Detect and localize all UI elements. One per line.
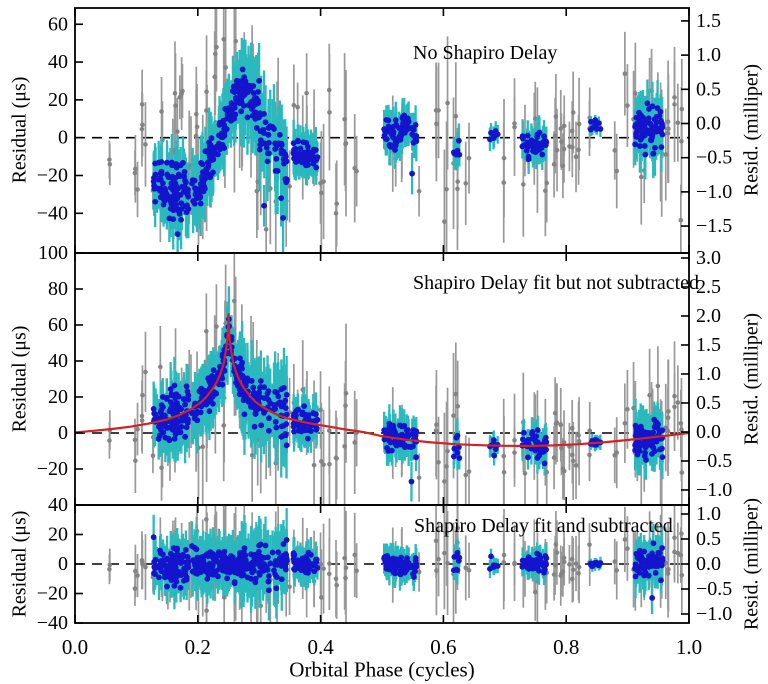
left-tick-label: −40 bbox=[37, 202, 68, 224]
right-tick-label: 1.0 bbox=[696, 44, 721, 66]
blue-points bbox=[150, 66, 666, 238]
x-tick-label: 0.8 bbox=[553, 635, 579, 659]
right-tick-label: −1.5 bbox=[696, 215, 732, 237]
y-axis-label-left-top: Residual (μs) bbox=[8, 76, 31, 184]
x-axis-label: Orbital Phase (cycles) bbox=[289, 657, 475, 682]
x-tick-label: 1.0 bbox=[676, 635, 702, 659]
cyan-error-bars bbox=[152, 37, 664, 253]
right-tick-label: −1.0 bbox=[696, 479, 732, 501]
right-tick-label: 0.0 bbox=[696, 421, 721, 443]
annotation-shapiro-fit-subtracted: Shapiro Delay fit and subtracted bbox=[414, 515, 673, 537]
left-tick-label: 40 bbox=[48, 51, 68, 73]
right-tick-label: 2.0 bbox=[696, 305, 721, 327]
left-tick-label: 40 bbox=[48, 494, 68, 516]
right-tick-label: 0.5 bbox=[696, 528, 721, 550]
right-tick-label: 0.5 bbox=[696, 392, 721, 414]
left-tick-label: 40 bbox=[48, 350, 68, 372]
left-tick-label: −20 bbox=[37, 458, 68, 480]
left-tick-label: 100 bbox=[38, 242, 68, 264]
left-tick-label: −40 bbox=[37, 612, 68, 634]
right-tick-label: −0.5 bbox=[696, 578, 732, 600]
x-tick-label: 0.4 bbox=[307, 635, 334, 659]
left-tick-label: 20 bbox=[48, 524, 68, 546]
x-tick-label: 0.6 bbox=[430, 635, 456, 659]
x-tick-label: 0.0 bbox=[62, 635, 88, 659]
left-tick-label: 0 bbox=[58, 553, 68, 575]
blue-points bbox=[150, 534, 666, 601]
right-tick-label: 2.5 bbox=[696, 276, 721, 298]
right-tick-label: 0.0 bbox=[696, 553, 721, 575]
y-axis-label-left-bottom: Residual (μs) bbox=[8, 510, 31, 618]
right-tick-label: −1.0 bbox=[696, 603, 732, 625]
y-axis-label-right-middle: Resid. (milliper) bbox=[740, 312, 763, 446]
annotation-no-shapiro-delay: No Shapiro Delay bbox=[413, 42, 558, 64]
right-tick-label: 0.5 bbox=[696, 78, 721, 100]
left-tick-label: −20 bbox=[37, 164, 68, 186]
left-tick-label: 60 bbox=[48, 13, 68, 35]
right-tick-label: 1.5 bbox=[696, 10, 721, 32]
left-tick-label: 0 bbox=[58, 422, 68, 444]
right-tick-label: −0.5 bbox=[696, 147, 732, 169]
y-axis-label-left-middle: Residual (μs) bbox=[8, 325, 31, 433]
left-tick-label: 80 bbox=[48, 278, 68, 300]
right-tick-label: 3.0 bbox=[696, 247, 721, 269]
right-tick-label: 1.5 bbox=[696, 334, 721, 356]
left-tick-label: 20 bbox=[48, 386, 68, 408]
right-tick-label: 1.0 bbox=[696, 363, 721, 385]
right-tick-label: 1.0 bbox=[696, 503, 721, 525]
left-tick-label: 60 bbox=[48, 314, 68, 336]
shapiro-delay-model-curve bbox=[75, 313, 689, 448]
right-tick-label: −0.5 bbox=[696, 450, 732, 472]
left-tick-label: −20 bbox=[37, 583, 68, 605]
right-tick-label: 0.0 bbox=[696, 112, 721, 134]
left-tick-label: 0 bbox=[58, 127, 68, 149]
y-axis-label-right-top: Resid. (milliper) bbox=[740, 63, 763, 197]
x-tick-label: 0.2 bbox=[185, 635, 211, 659]
annotation-shapiro-fit-not-subtracted: Shapiro Delay fit but not subtracted bbox=[413, 272, 700, 294]
y-axis-label-right-bottom: Resid. (milliper) bbox=[740, 497, 763, 631]
left-tick-label: 20 bbox=[48, 89, 68, 111]
right-tick-label: −1.0 bbox=[696, 181, 732, 203]
